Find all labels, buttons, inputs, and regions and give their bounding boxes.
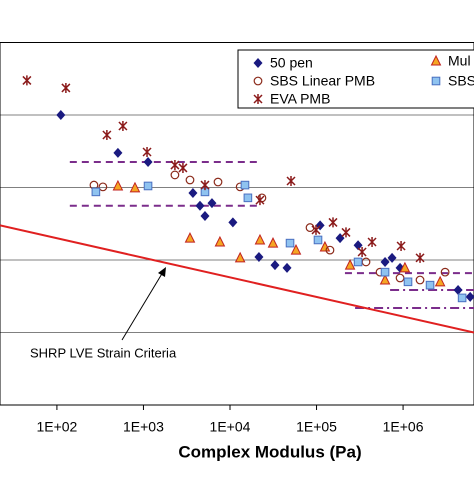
point [319,240,331,252]
point [170,160,180,171]
point [325,245,335,255]
point [282,262,292,273]
point [425,280,435,290]
point [328,217,338,228]
point [387,252,397,263]
point [254,233,266,245]
point [415,275,425,285]
point [465,291,474,302]
point [380,256,390,267]
point [380,267,390,277]
x-tick-label: 1E+05 [296,419,337,435]
legend-label: SBS Linear PMB [270,73,375,89]
point [357,246,367,257]
point [290,243,302,255]
x-axis-title: Complex Modulus (Pa) [178,442,361,461]
legend-label: SBS [448,73,474,89]
point [353,240,363,251]
point [142,146,152,157]
point [113,147,123,158]
point [243,193,253,203]
point [98,182,108,192]
point [200,180,210,191]
point [118,121,128,132]
x-tick-label: 1E+04 [210,419,251,435]
point [285,238,295,248]
point [453,285,463,296]
point [379,273,391,285]
point [56,110,66,120]
point [91,187,101,197]
point [170,170,180,180]
point [234,251,246,263]
legend-label: EVA PMB [270,91,330,107]
point [403,277,413,287]
point [267,236,279,248]
legend-label: 50 pen [270,55,313,71]
legend-marker [253,94,263,104]
point [440,267,450,277]
point [200,210,210,221]
point [415,252,425,263]
point [185,175,195,185]
legend-marker [431,76,441,86]
point [188,187,198,198]
point [184,232,196,243]
point [214,235,226,247]
x-tick-label: 1E+02 [36,419,77,435]
point [129,181,141,193]
point [213,177,223,187]
point [344,258,356,270]
point [102,129,112,140]
point [396,240,406,251]
point [311,224,321,235]
point [313,235,323,245]
point [112,179,124,191]
point [207,198,217,209]
point [457,293,467,303]
point [270,260,280,271]
point [353,257,363,267]
point [240,180,250,190]
point [143,156,153,167]
point [286,175,296,186]
point [254,251,264,262]
legend-marker [430,54,442,66]
x-tick-label: 1E+03 [123,419,164,435]
point [195,200,205,211]
point [61,82,71,93]
criteria-line [0,224,474,334]
point [341,227,351,238]
point [228,217,238,228]
legend-marker [253,76,263,86]
arrow-head [158,267,166,277]
point [399,261,411,273]
point [367,237,377,248]
plot-frame [0,42,474,406]
point [178,162,188,173]
point [361,257,371,267]
point [395,273,405,283]
point [143,181,153,191]
x-tick-label: 1E+06 [383,419,424,435]
legend-marker [253,58,263,68]
point [434,275,446,287]
annotation: SHRP LVE Strain Criteria [30,345,177,360]
annotation-arrow [121,271,164,341]
point [22,75,32,86]
point [255,195,265,206]
legend-label: Mul [448,53,471,69]
